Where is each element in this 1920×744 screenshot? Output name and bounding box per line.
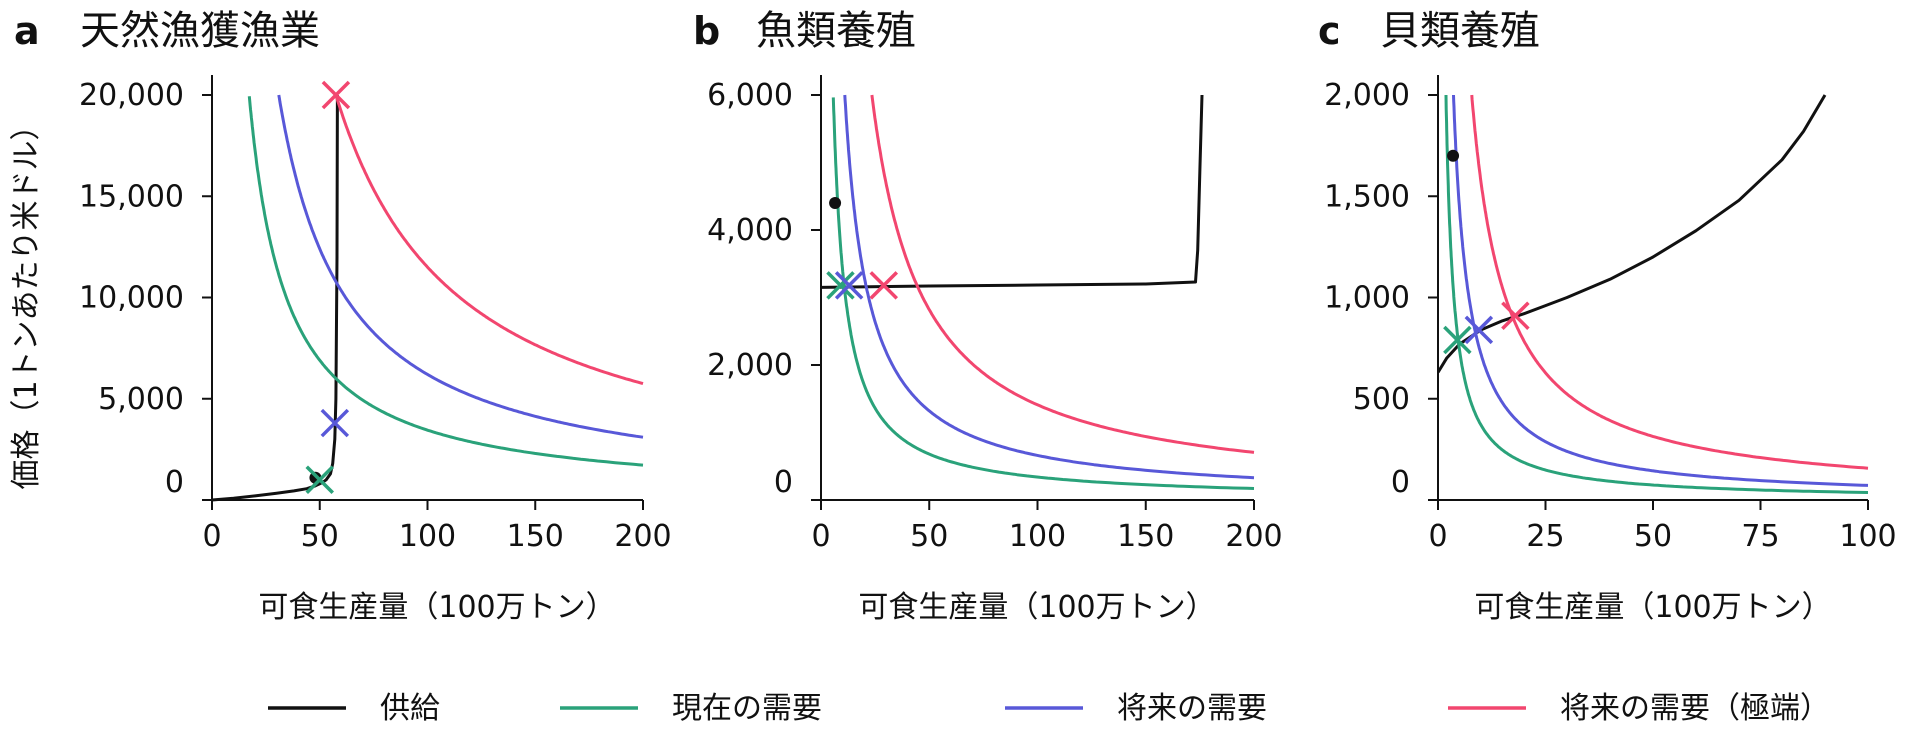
x-tick-label: 0 [811, 519, 830, 554]
legend-item: 将来の需要（極端） [1448, 691, 1830, 726]
x-tick-label: 200 [1225, 519, 1282, 554]
x-tick-label: 0 [202, 519, 221, 554]
panel-letter: c [1318, 9, 1341, 53]
y-tick-label: 15,000 [79, 179, 184, 214]
y-tick-label: 4,000 [707, 213, 793, 248]
y-tick-label: 6,000 [707, 78, 793, 113]
marker-stroke [869, 271, 899, 300]
x-axis-label: 可食生産量（100万トン） [258, 590, 615, 625]
legend-label: 将来の需要（極端） [1560, 691, 1830, 726]
y-tick-label: 2,000 [707, 348, 793, 383]
x-tick-label: 75 [1741, 519, 1779, 554]
legend-item: 現在の需要 [560, 691, 822, 726]
supply-line [1438, 94, 1827, 374]
x-tick-label: 150 [1117, 519, 1174, 554]
x-tick-label: 100 [1009, 519, 1066, 554]
plot-area [212, 94, 644, 502]
panel-letter: b [693, 9, 720, 53]
x-tick-label: 25 [1526, 519, 1564, 554]
x-tick-label: 50 [301, 519, 339, 554]
equilibrium-marker [1501, 301, 1530, 330]
x-tick-label: 0 [1428, 519, 1447, 554]
y-tick-label: 1,000 [1324, 281, 1410, 316]
y-axis-label: 価格（1トンあたり米ドル） [9, 110, 44, 489]
y-tick-label: 20,000 [79, 78, 184, 113]
panel-c: c 貝類養殖 0 500 1,000 1,500 2,000 0 25 50 75 100 可食生産量（… [1318, 8, 1897, 625]
x-tick-label: 150 [507, 519, 564, 554]
y-tick-label: 500 [1353, 382, 1410, 417]
plot-area [1438, 94, 1869, 494]
plot-area [821, 94, 1255, 490]
demand-current-line [831, 97, 1255, 490]
data-point [1447, 149, 1460, 162]
x-axis-label: 可食生産量（100万トン） [858, 590, 1215, 625]
y-tick-label: 5,000 [98, 382, 184, 417]
x-tick-label: 50 [1634, 519, 1672, 554]
y-tick-label: 0 [1391, 465, 1410, 500]
marker-stroke [826, 271, 855, 300]
panel-a: a 天然漁獲漁業 0 5,000 10,000 15,000 20,000 0 50 100 150… [9, 8, 672, 625]
panel-title: 天然漁獲漁業 [80, 8, 320, 54]
equilibrium-marker [834, 271, 864, 300]
x-tick-label: 50 [910, 519, 948, 554]
y-tick-label: 2,000 [1324, 78, 1410, 113]
x-axis-label: 可食生産量（100万トン） [1474, 590, 1831, 625]
legend-item: 将来の需要 [1005, 691, 1267, 726]
marker-stroke [321, 80, 351, 110]
demand-future-line [1452, 94, 1869, 487]
legend-label: 供給 [380, 691, 440, 726]
supply-line [821, 94, 1204, 289]
y-tick-label: 0 [165, 465, 184, 500]
panel-b: b 魚類養殖 0 2,000 4,000 6,000 0 50 100 150 200 可食生産量（1… [693, 8, 1283, 625]
demand-current-line [1444, 94, 1869, 494]
data-point [829, 197, 842, 209]
equilibrium-marker [869, 271, 899, 300]
x-tick-label: 100 [1839, 519, 1896, 554]
panel-title: 魚類養殖 [756, 8, 916, 54]
legend-item: 供給 [268, 691, 440, 726]
equilibrium-marker [1443, 325, 1472, 355]
equilibrium-marker [826, 271, 855, 300]
equilibrium-marker [1464, 315, 1494, 345]
y-tick-label: 1,500 [1324, 179, 1410, 214]
demand-future-line [843, 94, 1255, 480]
legend: 供給 現在の需要 将来の需要 将来の需要（極端） [268, 691, 1830, 726]
marker-stroke [320, 408, 350, 438]
marker-stroke [1501, 301, 1530, 330]
x-tick-label: 100 [399, 519, 456, 554]
x-tick-label: 200 [614, 519, 671, 554]
marker-stroke [834, 271, 864, 300]
marker-stroke [1443, 325, 1472, 355]
panel-letter: a [14, 9, 40, 53]
demand-extreme-line [870, 94, 1255, 454]
marker-stroke [305, 465, 334, 494]
legend-label: 現在の需要 [672, 691, 822, 726]
equilibrium-marker [320, 408, 350, 438]
y-tick-label: 0 [774, 465, 793, 500]
legend-label: 将来の需要 [1117, 691, 1267, 726]
demand-future-line [277, 94, 644, 439]
demand-current-line [247, 96, 644, 467]
equilibrium-marker [321, 80, 351, 110]
demand-extreme-line [334, 94, 644, 386]
equilibrium-marker [305, 465, 334, 494]
marker-stroke [1464, 315, 1494, 345]
supply-line [212, 94, 339, 502]
y-tick-label: 10,000 [79, 281, 184, 316]
demand-extreme-line [1470, 94, 1869, 470]
panel-title: 貝類養殖 [1380, 8, 1540, 54]
